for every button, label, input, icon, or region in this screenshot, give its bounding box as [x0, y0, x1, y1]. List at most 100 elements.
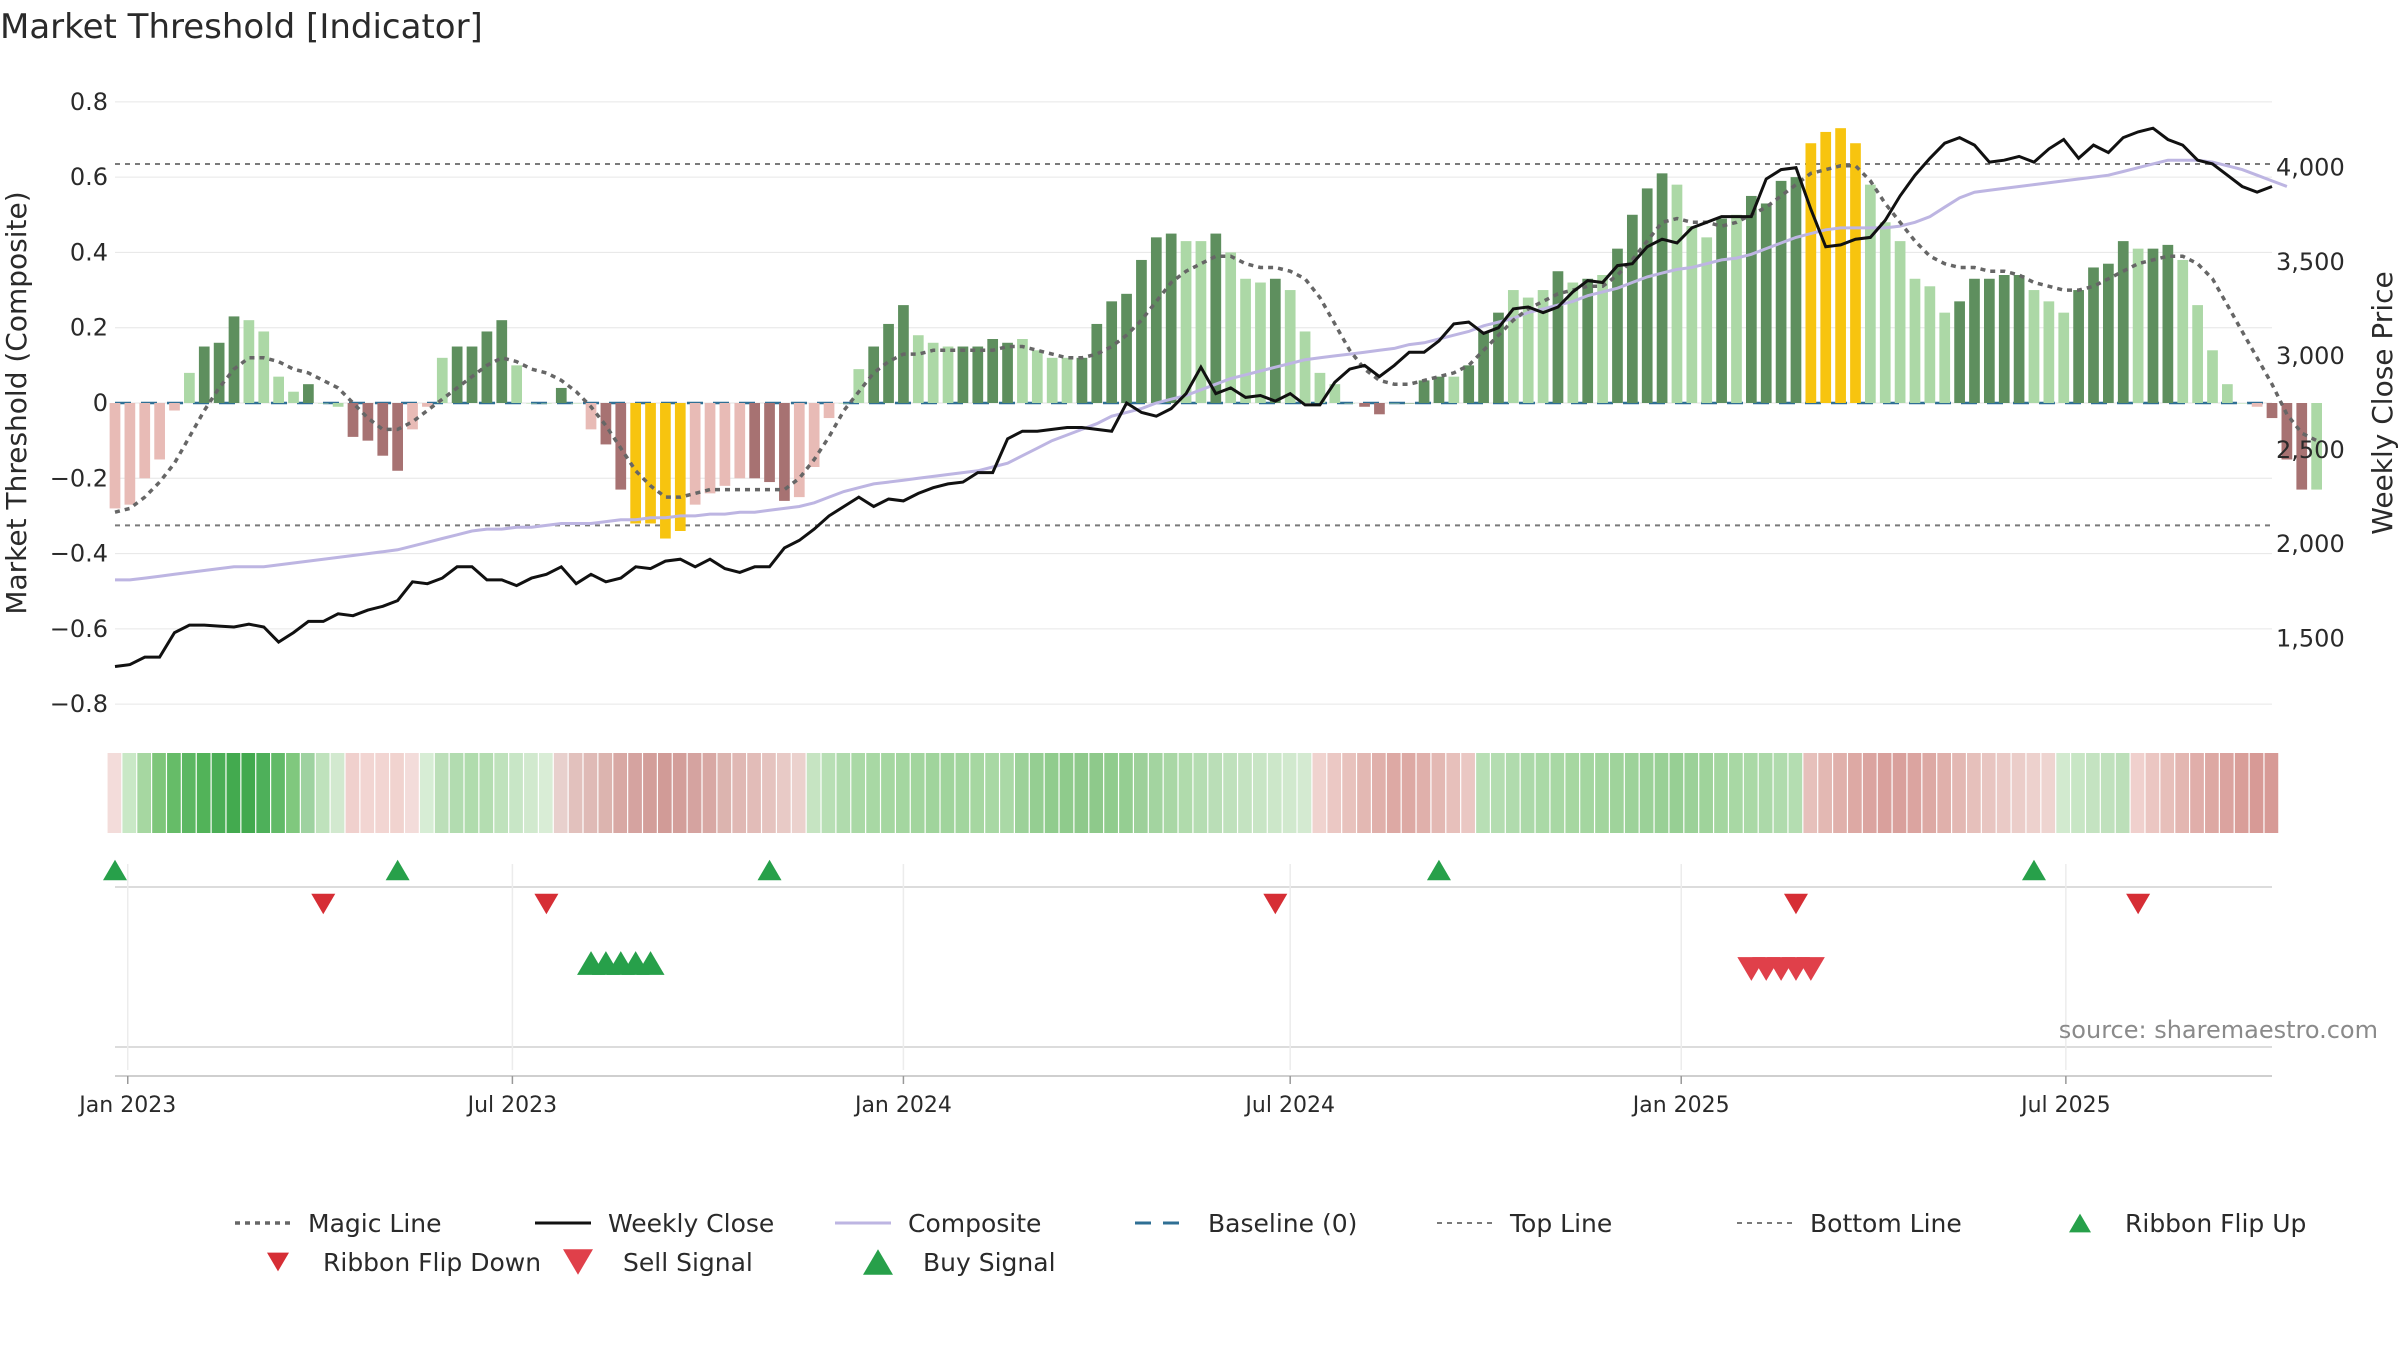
composite-bar — [481, 331, 493, 403]
composite-bar — [987, 339, 999, 403]
ribbon-cell — [1967, 753, 1981, 833]
ribbon-cell — [1267, 753, 1282, 833]
ribbon-cell — [2100, 753, 2115, 833]
composite-bar — [541, 403, 552, 404]
composite-bar — [1879, 222, 1891, 403]
ribbon-cell — [2130, 753, 2145, 833]
composite-bar — [793, 403, 805, 498]
ribbon-cell — [657, 753, 672, 833]
ribbon-cell — [167, 753, 181, 833]
ribbon-cell — [211, 753, 226, 833]
ribbon-cell — [1610, 753, 1624, 833]
x-axis: Jan 2023 Jul 2023 Jan 2024 Jul 2024 Jan 2025… — [77, 1076, 2111, 1118]
composite-bar — [198, 346, 210, 403]
left-axis-title: Market Threshold (Composite) — [0, 191, 33, 614]
composite-bar — [139, 403, 151, 479]
signal-panels — [115, 864, 2272, 1077]
ribbon-flip-up-marker — [103, 859, 127, 881]
composite-bar — [2028, 290, 2040, 403]
composite-bar — [436, 357, 448, 403]
composite-bar — [1106, 301, 1118, 403]
composite-bar — [630, 403, 642, 524]
ribbon-cell — [1758, 753, 1773, 833]
ribbon-cell — [538, 753, 553, 833]
ribbon-flip-down-marker — [1783, 893, 1808, 915]
ribbon-cell — [1401, 753, 1416, 833]
ribbon-cell — [1253, 753, 1267, 833]
composite-bar — [2162, 244, 2174, 403]
ribbon-cell — [791, 753, 806, 833]
left-tick-label: 0.4 — [70, 238, 108, 266]
ribbon-cell — [375, 753, 390, 833]
ribbon-cell — [1386, 753, 1401, 833]
ribbon-cell — [1029, 753, 1044, 833]
legend-swatch — [267, 1252, 289, 1272]
composite-bar — [1136, 259, 1147, 403]
ribbon-cell — [1848, 753, 1862, 833]
legend-item: Ribbon Flip Down — [267, 1248, 541, 1277]
legend-item: Buy Signal — [863, 1248, 1056, 1277]
composite-bar — [1284, 290, 1296, 403]
ribbon-cell — [762, 753, 776, 833]
legend-item: Bottom Line — [1737, 1209, 1962, 1238]
ribbon-cell — [1312, 753, 1327, 833]
composite-bar — [1984, 278, 1995, 403]
ribbon-cell — [152, 753, 166, 833]
composite-bar — [2073, 290, 2084, 403]
ribbon-cell — [1952, 753, 1966, 833]
ribbon-flip-down-marker — [311, 893, 336, 915]
ribbon-cell — [836, 753, 851, 833]
legend-label: Composite — [908, 1209, 1041, 1238]
composite-bar — [1478, 331, 1489, 403]
ribbon-cell — [1654, 753, 1669, 833]
ribbon-flip-up-marker — [2021, 859, 2046, 881]
right-y-axis: 4,000 3,500 3,000 2,500 2,000 1,500 — [2276, 154, 2345, 653]
composite-bar — [749, 403, 761, 479]
ribbon-cell — [2175, 753, 2189, 833]
ribbon-cell — [1223, 753, 1237, 833]
composite-bar — [1031, 350, 1043, 403]
ribbon-cell — [2026, 753, 2041, 833]
composite-bar — [362, 403, 374, 441]
ribbon-cell — [1342, 753, 1356, 833]
composite-bar — [2296, 403, 2308, 490]
ribbon-cell — [2041, 753, 2056, 833]
ribbon-cell — [226, 753, 241, 833]
x-tick-label: Jul 2023 — [466, 1093, 558, 1118]
composite-bar — [1388, 403, 1400, 404]
composite-bar — [1017, 339, 1028, 403]
ribbon-cell — [1119, 753, 1133, 833]
composite-bar — [1731, 214, 1742, 403]
composite-bar — [1344, 403, 1356, 404]
ribbon-cell — [776, 753, 791, 833]
left-y-axis: 0.8 0.6 0.4 0.2 0 −0.2 −0.4 −0.6 −0.8 — [50, 88, 108, 718]
left-tick-label: −0.2 — [50, 464, 108, 492]
ribbon-cell — [405, 753, 419, 833]
ribbon-cell — [806, 753, 821, 833]
ribbon-cell — [419, 753, 434, 833]
legend-label: Bottom Line — [1810, 1209, 1962, 1238]
ribbon-cell — [2264, 753, 2279, 833]
ribbon-cell — [330, 753, 345, 833]
ribbon-flip-up-marker — [385, 859, 410, 881]
composite-bar — [332, 403, 344, 407]
ribbon-cell — [732, 753, 747, 833]
ribbon-cell — [1208, 753, 1223, 833]
composite-bar — [1374, 403, 1385, 415]
composite-bar — [570, 403, 582, 404]
ribbon-cell — [1148, 753, 1163, 833]
ribbon-cell — [1833, 753, 1847, 833]
composite-bar — [1612, 248, 1623, 403]
composite-bar — [1969, 278, 1980, 403]
composite-bar — [228, 316, 240, 403]
composite-bar — [1210, 233, 1222, 403]
composite-bar — [1775, 180, 1787, 403]
ribbon-cell — [1089, 753, 1104, 833]
sell-signal-marker — [1796, 957, 1825, 981]
composite-bar — [957, 346, 969, 403]
ribbon-cell — [1104, 753, 1118, 833]
legend-item: Ribbon Flip Up — [2069, 1209, 2306, 1238]
ribbon-cell — [1044, 753, 1059, 833]
ribbon-cell — [1565, 753, 1580, 833]
